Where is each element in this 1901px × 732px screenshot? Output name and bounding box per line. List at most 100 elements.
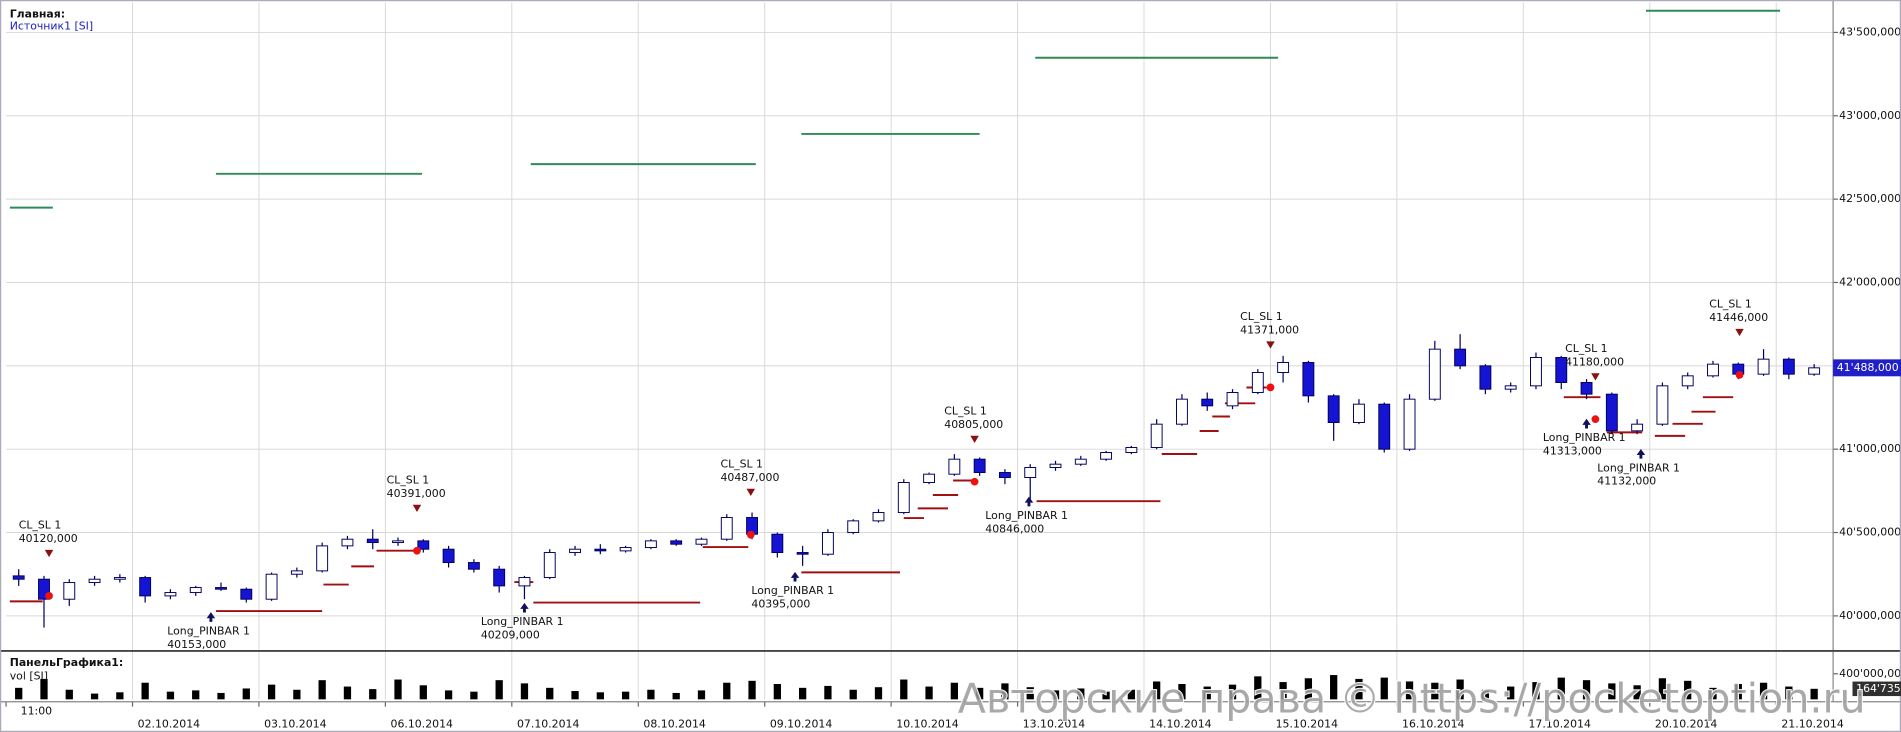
entry-price-label: 41313,000 xyxy=(1543,444,1602,457)
volume-bar xyxy=(1684,680,1692,700)
volume-bar xyxy=(1001,683,1009,700)
candle-body xyxy=(1378,403,1391,450)
candle-body xyxy=(973,458,986,474)
volume-bar xyxy=(394,679,402,700)
candle-body xyxy=(1656,385,1669,425)
candle-body xyxy=(139,577,152,597)
x-tick-label: 10.10.2014 xyxy=(896,718,958,731)
plot-layer: 11:00 02.10.2014 03.10.2014 06.10.2014 07.10… xyxy=(5,2,1901,731)
volume-bar xyxy=(90,693,99,700)
candle-body xyxy=(1226,392,1239,407)
candle-body xyxy=(1757,358,1770,375)
current-volume-label: 164'735 xyxy=(1856,682,1901,695)
y-tick-label: 42'500,000 xyxy=(1839,192,1901,205)
candle-body xyxy=(644,540,657,549)
volume-bar xyxy=(1405,681,1414,700)
volume-bar xyxy=(15,687,23,700)
volume-bar xyxy=(318,680,326,700)
candle-body xyxy=(442,548,455,564)
entry-price-label: 41132,000 xyxy=(1597,475,1656,488)
volume-bar xyxy=(1431,682,1439,700)
volume-bar xyxy=(849,689,857,700)
candle-body xyxy=(695,538,708,545)
current-price-box xyxy=(1833,359,1901,377)
entry-price-label: 40395,000 xyxy=(751,597,810,610)
x-tick-label: 20.10.2014 xyxy=(1655,718,1717,731)
entry-marker xyxy=(1582,418,1591,429)
volume-bar xyxy=(697,690,706,700)
volume-bar xyxy=(242,688,250,700)
current-price-label: 41'488,000 xyxy=(1837,361,1899,374)
entry-price-label: 40209,000 xyxy=(481,628,540,641)
volume-bar xyxy=(1608,683,1616,700)
exit-point xyxy=(1735,370,1744,379)
exit-marker xyxy=(44,549,54,558)
volume-bar xyxy=(116,692,124,700)
candle-body xyxy=(1681,375,1694,387)
volume-bar xyxy=(192,690,200,700)
x-tick-label: 15.10.2014 xyxy=(1276,718,1338,731)
exit-label: CL_SL 1 xyxy=(1240,310,1283,323)
volume-bar xyxy=(1734,684,1742,700)
volume-bar xyxy=(520,683,529,700)
volume-bar xyxy=(369,689,377,700)
candle-body xyxy=(1150,423,1163,448)
candle-body xyxy=(1176,398,1188,425)
candle-body xyxy=(998,472,1011,479)
candle-body xyxy=(417,540,430,550)
chart-title: Главная: xyxy=(10,8,65,21)
candle-body xyxy=(1580,382,1593,395)
y-tick-label: 43'500,000 xyxy=(1839,25,1901,38)
candle-body xyxy=(1605,393,1618,432)
x-tick-label: 21.10.2014 xyxy=(1781,718,1843,731)
volume-bar xyxy=(546,687,554,700)
candle-body xyxy=(1631,423,1644,432)
exit-marker xyxy=(412,504,422,512)
candle-body xyxy=(1302,362,1315,397)
candle-body xyxy=(796,552,809,555)
candle-body xyxy=(1327,395,1340,423)
x-tick-label: 03.10.2014 xyxy=(264,718,326,731)
volume-bar xyxy=(647,689,655,700)
candle-body xyxy=(467,562,480,570)
x-tick-label: 09.10.2014 xyxy=(770,718,832,731)
candle-body xyxy=(164,592,177,597)
exit-point xyxy=(413,546,421,555)
candle-body xyxy=(1428,348,1441,400)
x-tick-label: 13.10.2014 xyxy=(1023,718,1085,731)
exit-price-label: 40391,000 xyxy=(387,487,446,500)
candle-body xyxy=(1201,398,1214,407)
x-tick-label: 11:00 xyxy=(21,704,52,717)
volume-bar xyxy=(1582,680,1591,700)
candle-body xyxy=(670,540,683,545)
entry-price-label: 40846,000 xyxy=(985,522,1044,535)
exit-label: CL_SL 1 xyxy=(1709,298,1752,311)
candle-body xyxy=(113,577,126,580)
candle-body xyxy=(1049,463,1062,469)
candle-body xyxy=(392,540,404,544)
exit-label: CL_SL 1 xyxy=(1565,342,1608,355)
volume-bar xyxy=(925,686,933,700)
volume-bar xyxy=(65,689,73,700)
candle-body xyxy=(1707,363,1719,377)
volume-bar xyxy=(596,692,604,700)
volume-bar xyxy=(1456,679,1464,700)
volume-bar xyxy=(1254,676,1262,700)
candle-body xyxy=(543,552,556,579)
candle-body xyxy=(948,458,961,475)
candle-body xyxy=(12,575,25,580)
candle-body xyxy=(38,578,50,600)
volume-bar xyxy=(1709,687,1717,700)
volume-bar xyxy=(1633,685,1641,700)
volume-bar xyxy=(976,687,984,700)
x-tick-label: 07.10.2014 xyxy=(517,718,579,731)
entry-marker xyxy=(520,602,529,613)
exit-price-label: 40120,000 xyxy=(19,532,78,545)
volume-bar xyxy=(1051,690,1060,700)
volume-bar xyxy=(1759,682,1768,700)
y-tick-label: 40'000,000 xyxy=(1839,609,1901,622)
candle-body xyxy=(63,582,76,600)
x-tick-label: 06.10.2014 xyxy=(391,718,453,731)
volume-bar xyxy=(141,682,149,700)
volume-bar xyxy=(1026,687,1034,700)
